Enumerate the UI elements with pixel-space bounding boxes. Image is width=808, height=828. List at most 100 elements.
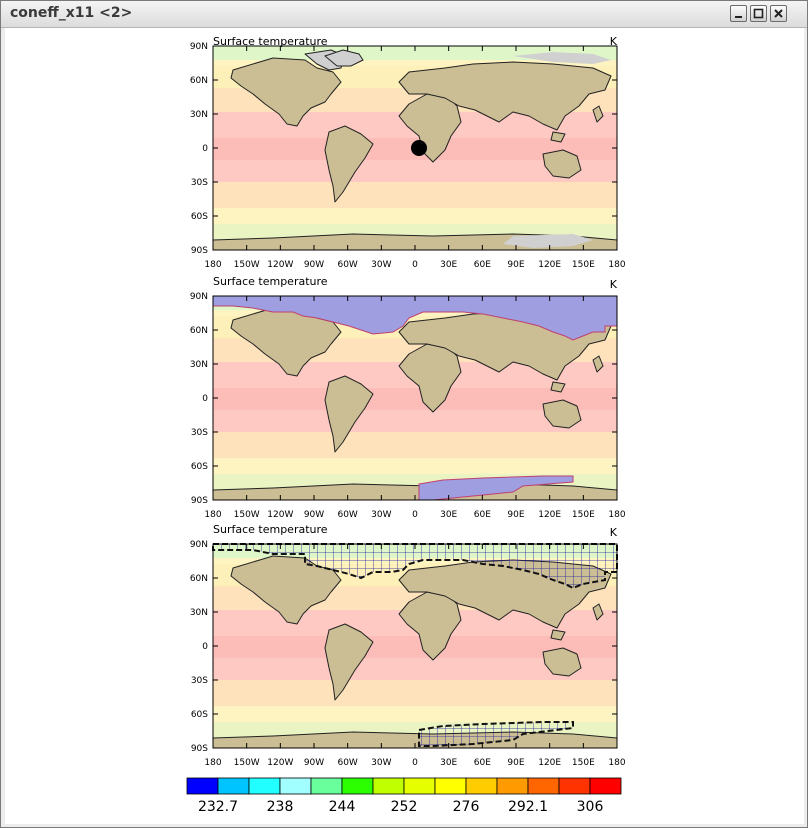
close-button[interactable] [770,5,787,22]
lat-tick-label: 30S [191,676,208,686]
lon-tick-label: 150E [572,260,595,270]
lon-tick-label: 30E [440,758,457,768]
lat-tick-label: 60N [190,574,208,584]
lon-tick-label: 150E [572,758,595,768]
lon-tick-label: 180 [608,510,625,520]
lon-tick-label: 0 [412,260,418,270]
panel-units: K [610,35,618,48]
map-panel-2: Surface temperature K 90N 60N 30N 0 30S 60S 90… [190,275,626,520]
plot-svg: Surface temperature K 90N 60N 30N 0 30S 60S 90… [186,35,626,815]
lon-tick-label: 0 [412,510,418,520]
lon-tick-label: 30E [440,260,457,270]
map-panel-1: Surface temperature K 90N 60N 30N 0 30S 60S 90… [190,35,626,270]
lon-tick-label: 120W [267,510,293,520]
colorbar-swatch [527,777,560,795]
colorbar-label: 238 [267,799,294,815]
lon-tick-label: 0 [412,758,418,768]
title-bar[interactable]: coneff_x11 <2> [1,1,807,28]
lat-tick-label: 60S [191,212,208,222]
colorbar-swatch [248,777,281,795]
colorbar-swatch [186,777,219,795]
minimize-icon [735,16,742,18]
lat-tick-label: 90S [191,744,208,754]
lon-tick-label: 180 [204,510,221,520]
map-panel-3: Surface temperature K 90N 60N 30N 0 30S 60S 90… [190,523,626,768]
lat-tick-label: 0 [202,144,208,154]
maximize-button[interactable] [750,5,767,22]
lon-tick-label: 150W [234,510,260,520]
lat-tick-label: 90S [191,246,208,256]
colorbar-label: 306 [577,799,604,815]
lon-tick-label: 180 [204,260,221,270]
minimize-button[interactable] [730,5,747,22]
lat-tick-label: 90N [190,292,208,302]
lat-tick-label: 0 [202,394,208,404]
lat-tick-label: 90S [191,496,208,506]
lat-tick-label: 30S [191,178,208,188]
colorbar-label: 292.1 [508,799,548,815]
lon-tick-label: 60E [474,260,491,270]
lon-tick-label: 60E [474,510,491,520]
lon-tick-label: 30W [371,758,391,768]
lon-tick-label: 90E [507,758,524,768]
panel-title: Surface temperature [213,35,328,48]
lon-tick-label: 90E [507,260,524,270]
colorbar-swatch [496,777,529,795]
lon-tick-label: 30E [440,510,457,520]
lon-tick-label: 150W [234,758,260,768]
colorbar-swatch [589,777,622,795]
lat-tick-label: 0 [202,642,208,652]
panel-units: K [610,278,618,291]
lon-tick-label: 90E [507,510,524,520]
lon-tick-label: 150E [572,510,595,520]
lon-tick-label: 60W [337,260,357,270]
lat-tick-label: 90N [190,42,208,52]
lon-tick-label: 90W [304,260,324,270]
colorbar-swatch [465,777,498,795]
lon-tick-label: 90W [304,510,324,520]
colorbar-swatch [434,777,467,795]
window-title: coneff_x11 <2> [10,5,133,21]
close-icon [774,9,783,18]
lat-tick-label: 60N [190,76,208,86]
lat-tick-label: 30S [191,428,208,438]
panel-units: K [610,526,618,539]
lon-tick-label: 30W [371,260,391,270]
colorbar-swatch [558,777,591,795]
plot-canvas: Surface temperature K 90N 60N 30N 0 30S 60S 90… [5,28,804,824]
panel-title: Surface temperature [213,275,328,288]
lon-tick-label: 120E [538,510,561,520]
lat-tick-label: 30N [190,360,208,370]
lon-tick-label: 120E [538,260,561,270]
lat-tick-label: 90N [190,540,208,550]
colorbar-label: 232.7 [198,799,238,815]
lat-tick-label: 30N [190,608,208,618]
lon-tick-label: 30W [371,510,391,520]
colorbar-swatch [310,777,343,795]
lon-tick-label: 60W [337,758,357,768]
lon-tick-label: 150W [234,260,260,270]
lon-tick-label: 120E [538,758,561,768]
lon-tick-label: 180 [608,260,625,270]
lon-tick-label: 90W [304,758,324,768]
colorbar-swatch [217,777,250,795]
colorbar-label: 276 [453,799,480,815]
lat-tick-label: 60S [191,710,208,720]
lon-tick-label: 120W [267,260,293,270]
lon-tick-label: 60E [474,758,491,768]
lon-tick-label: 180 [608,758,625,768]
point-marker [411,140,427,156]
colorbar-label: 244 [329,799,356,815]
colorbar-label: 252 [391,799,418,815]
colorbar-swatch [403,777,436,795]
colorbar-swatch [279,777,312,795]
lon-tick-label: 180 [204,758,221,768]
lon-tick-label: 60W [337,510,357,520]
lat-tick-label: 60N [190,326,208,336]
colorbar-swatch [372,777,405,795]
lat-tick-label: 30N [190,110,208,120]
lon-tick-label: 120W [267,758,293,768]
colorbar-swatch [341,777,374,795]
lat-tick-label: 60S [191,462,208,472]
